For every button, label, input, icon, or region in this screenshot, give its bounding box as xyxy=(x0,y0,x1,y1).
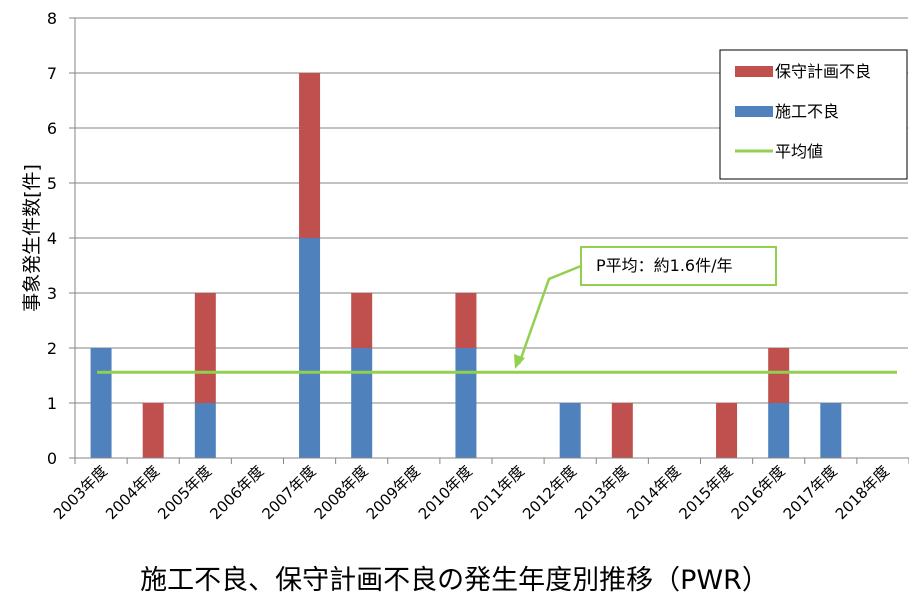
bar-maintenance-13 xyxy=(768,348,790,403)
bar-construction-5 xyxy=(351,348,373,458)
bar-maintenance-1 xyxy=(142,403,164,458)
bar-construction-13 xyxy=(768,403,790,458)
axes xyxy=(69,17,909,464)
legend-swatch xyxy=(735,66,773,77)
y-tick-label: 7 xyxy=(47,64,57,83)
x-tick-label: 2006年度 xyxy=(206,462,267,523)
x-tick-label: 2009年度 xyxy=(363,462,424,523)
y-tick-label: 3 xyxy=(47,284,57,303)
x-tick-label: 2012年度 xyxy=(519,462,580,523)
x-tick-label: 2011年度 xyxy=(467,462,528,523)
x-tick-label: 2008年度 xyxy=(311,462,372,523)
bar-construction-2 xyxy=(194,403,216,458)
x-tick-label: 2010年度 xyxy=(415,462,476,523)
bars xyxy=(90,73,842,458)
bar-maintenance-10 xyxy=(611,403,633,458)
legend-swatch xyxy=(735,106,773,117)
legend-label: 平均値 xyxy=(775,142,823,161)
y-tick-label: 6 xyxy=(47,119,57,138)
x-tick-label: 2017年度 xyxy=(780,462,841,523)
y-tick-label: 4 xyxy=(47,229,57,248)
x-tick-label: 2014年度 xyxy=(623,462,684,523)
x-tick-label: 2007年度 xyxy=(258,462,319,523)
x-tick-labels: 2003年度2004年度2005年度2006年度2007年度2008年度2009… xyxy=(50,462,893,523)
x-tick-label: 2016年度 xyxy=(728,462,789,523)
bar-construction-0 xyxy=(90,348,112,458)
callout-arrow xyxy=(517,264,582,365)
legend-label: 施工不良 xyxy=(775,102,839,121)
x-tick-label: 2004年度 xyxy=(102,462,163,523)
bar-maintenance-5 xyxy=(351,293,373,348)
x-tick-label: 2015年度 xyxy=(675,462,736,523)
chart: 0 1 2 3 4 5 6 7 8 2003年度2004年度2005年度2006年度2007年度… xyxy=(21,9,909,523)
average-callout: P平均：約1.6件/年 xyxy=(514,246,777,369)
x-tick-label: 2003年度 xyxy=(50,462,111,523)
callout-arrowhead xyxy=(514,354,525,369)
bar-construction-4 xyxy=(299,238,321,458)
y-tick-label: 8 xyxy=(47,9,57,28)
y-tick-labels: 0 1 2 3 4 5 6 7 8 xyxy=(47,9,57,468)
y-axis-label: 事象発生件数[件] xyxy=(21,164,43,312)
bar-maintenance-7 xyxy=(455,293,477,348)
y-tick-label: 1 xyxy=(47,394,57,413)
bar-construction-9 xyxy=(559,403,581,458)
x-tick-label: 2013年度 xyxy=(571,462,632,523)
bar-maintenance-4 xyxy=(299,73,321,238)
x-tick-label: 2018年度 xyxy=(832,462,893,523)
y-tick-label: 5 xyxy=(47,174,57,193)
legend-label: 保守計画不良 xyxy=(775,62,871,81)
bar-maintenance-2 xyxy=(194,293,216,403)
bar-construction-7 xyxy=(455,348,477,458)
bar-maintenance-12 xyxy=(716,403,738,458)
y-tick-label: 2 xyxy=(47,339,57,358)
callout-label: P平均：約1.6件/年 xyxy=(596,256,733,275)
x-tick-label: 2005年度 xyxy=(154,462,215,523)
bar-construction-14 xyxy=(820,403,842,458)
y-tick-label: 0 xyxy=(47,449,57,468)
chart-caption: 施工不良、保守計画不良の発生年度別推移（PWR） xyxy=(140,565,769,596)
